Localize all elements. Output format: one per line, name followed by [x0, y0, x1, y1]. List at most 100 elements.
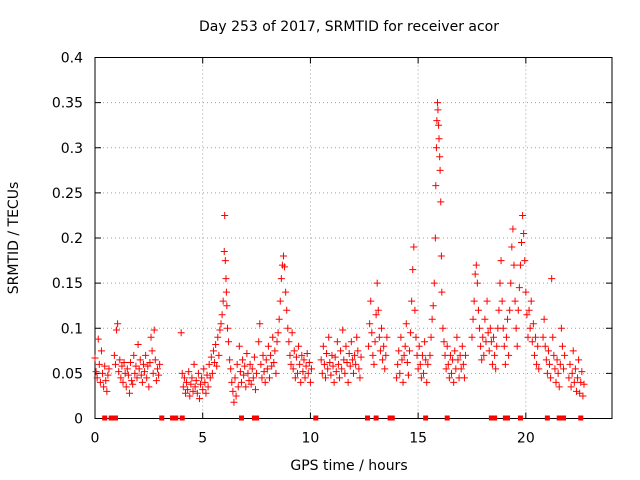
data-point	[321, 374, 329, 382]
data-point	[151, 356, 159, 364]
data-point	[135, 365, 143, 373]
data-point	[404, 371, 412, 379]
data-point	[434, 99, 442, 107]
data-point	[498, 297, 506, 305]
data-point	[330, 378, 338, 386]
data-point	[502, 333, 510, 341]
data-point	[283, 306, 291, 314]
data-point	[137, 371, 145, 379]
data-point	[491, 351, 499, 359]
data-point	[543, 369, 551, 377]
data-point	[277, 275, 285, 283]
data-point	[197, 380, 205, 388]
data-point	[548, 275, 556, 283]
data-point	[434, 106, 442, 114]
data-point	[271, 347, 279, 355]
data-point	[513, 342, 521, 350]
data-point	[560, 365, 568, 373]
data-point	[231, 374, 239, 382]
data-point	[339, 326, 347, 334]
data-point	[411, 306, 419, 314]
data-point	[323, 350, 331, 358]
x-tick-label: 5	[198, 431, 207, 447]
data-point	[477, 342, 485, 350]
data-point	[487, 338, 495, 346]
data-point	[300, 356, 308, 364]
data-point	[92, 368, 100, 376]
data-point	[448, 369, 456, 377]
data-point	[382, 351, 390, 359]
data-point	[426, 351, 434, 359]
data-point	[462, 351, 470, 359]
data-point	[295, 342, 303, 350]
data-point	[290, 347, 298, 355]
data-point	[320, 360, 328, 368]
data-point	[568, 369, 576, 377]
data-point	[522, 288, 530, 296]
data-point	[410, 243, 418, 251]
data-point	[357, 353, 365, 361]
data-point	[370, 360, 378, 368]
data-point	[418, 351, 426, 359]
data-point	[237, 378, 245, 386]
data-point	[505, 351, 513, 359]
data-point	[324, 365, 332, 373]
data-point	[438, 288, 446, 296]
data-point	[232, 392, 240, 400]
data-point	[218, 311, 226, 319]
data-point	[479, 333, 487, 341]
data-point	[217, 320, 225, 328]
data-point	[289, 365, 297, 373]
data-point	[488, 360, 496, 368]
data-point	[484, 329, 492, 337]
data-point	[221, 211, 229, 219]
data-point	[299, 368, 307, 376]
data-point	[468, 333, 476, 341]
data-point	[138, 378, 146, 386]
data-point	[292, 353, 300, 361]
data-point	[521, 257, 529, 265]
data-point	[269, 333, 277, 341]
data-point	[329, 362, 337, 370]
data-point	[420, 369, 428, 377]
data-point	[533, 360, 541, 368]
data-point	[440, 338, 448, 346]
x-tick-label: 20	[517, 431, 535, 447]
data-point	[304, 369, 312, 377]
data-point	[518, 239, 526, 247]
data-point	[318, 369, 326, 377]
data-point	[259, 351, 267, 359]
data-point	[144, 362, 152, 370]
data-point	[129, 380, 137, 388]
data-point	[367, 297, 375, 305]
data-point	[460, 374, 468, 382]
data-point	[131, 369, 139, 377]
data-point	[205, 360, 213, 368]
data-point	[223, 302, 231, 310]
data-point	[529, 320, 537, 328]
data-point	[103, 387, 111, 395]
y-tick-label: 0.2	[61, 231, 83, 247]
data-point	[216, 326, 224, 334]
data-point	[225, 338, 233, 346]
data-point	[236, 368, 244, 376]
data-point	[397, 333, 405, 341]
data-point	[243, 350, 251, 358]
data-point	[326, 359, 334, 367]
data-point	[111, 360, 119, 368]
data-point	[415, 342, 423, 350]
data-point	[303, 350, 311, 358]
data-point	[552, 378, 560, 386]
data-point	[429, 302, 437, 310]
data-point	[571, 365, 579, 373]
data-point	[511, 297, 519, 305]
data-point	[442, 365, 450, 373]
data-point	[265, 374, 273, 382]
data-point	[226, 356, 234, 364]
data-point	[544, 347, 552, 355]
data-point	[263, 365, 271, 373]
data-point	[450, 378, 458, 386]
data-point	[432, 182, 440, 190]
data-point	[470, 297, 478, 305]
data-point	[378, 324, 386, 332]
